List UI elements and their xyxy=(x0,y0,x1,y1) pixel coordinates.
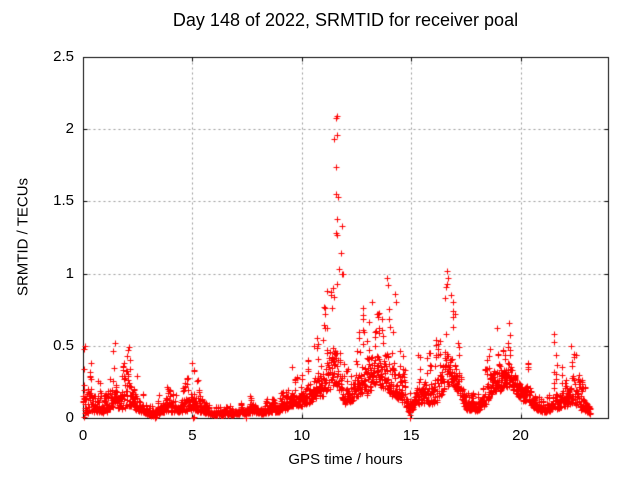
x-axis-label: GPS time / hours xyxy=(288,451,403,468)
y-tick-label: 2.5 xyxy=(53,48,74,65)
x-tick-label: 5 xyxy=(188,427,197,444)
y-tick-label: 0.5 xyxy=(53,336,74,354)
y-tick-label: 1 xyxy=(65,264,74,282)
y-tick-label: 0 xyxy=(65,409,74,426)
x-tick-label: 15 xyxy=(402,427,420,444)
y-tick-label: 2 xyxy=(65,120,74,138)
x-tick-label: 0 xyxy=(78,427,88,444)
x-tick-label: 20 xyxy=(512,427,529,444)
y-tick-label: 1.5 xyxy=(53,192,74,210)
x-tick-label: 10 xyxy=(293,427,311,444)
chart-title: Day 148 of 2022, SRMTID for receiver poa… xyxy=(172,10,519,30)
